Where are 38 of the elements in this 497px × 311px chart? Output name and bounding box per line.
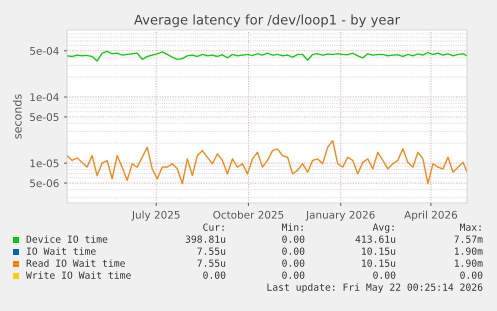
x-tick-label: April 2026 bbox=[404, 210, 458, 221]
y-tick-label: 1e-04 bbox=[30, 93, 59, 102]
y-tick-label: 1e-05 bbox=[30, 159, 58, 168]
text: 0.00 bbox=[282, 271, 304, 279]
text: Max: bbox=[460, 224, 481, 231]
text: 0.00 bbox=[203, 271, 226, 279]
text: Cur: bbox=[203, 223, 224, 231]
text: 0.00 bbox=[282, 259, 304, 267]
text: 10.15u bbox=[362, 259, 396, 267]
text: 7.57m bbox=[454, 236, 483, 243]
text: 398.81u bbox=[186, 235, 226, 243]
text: Last update: Fri May 22 00:25:14 2026 bbox=[267, 283, 482, 293]
chart-title: Average latency for /dev/loop1 - by year bbox=[134, 14, 400, 28]
text: 0.00 bbox=[282, 247, 304, 255]
y-tick-label: 5e-05 bbox=[30, 113, 58, 122]
text: 0.00 bbox=[282, 235, 304, 243]
line-series bbox=[67, 140, 467, 184]
y-tick-label: 5e-04 bbox=[30, 46, 59, 55]
text: 0.00 bbox=[373, 271, 396, 279]
x-tick-label: July 2025 bbox=[131, 210, 180, 221]
text: Min: bbox=[282, 223, 303, 231]
legend-label: Write IO Wait time bbox=[26, 271, 131, 279]
x-tick-label: January 2026 bbox=[305, 210, 375, 221]
line-series bbox=[67, 50, 467, 62]
x-tick-label: October 2025 bbox=[213, 210, 284, 219]
legend-label: IO Wait time bbox=[26, 247, 96, 255]
text: 1.90m bbox=[454, 259, 483, 267]
y-tick-label: 5e-06 bbox=[30, 179, 59, 188]
text: 413.61u bbox=[356, 235, 396, 243]
y-axis-title: seconds bbox=[13, 94, 22, 139]
text: 0.00 bbox=[460, 271, 482, 279]
text: 10.15u bbox=[362, 247, 396, 255]
text: 7.55u bbox=[197, 260, 226, 267]
text: 7.55u bbox=[197, 248, 226, 255]
legend-label: Read IO Wait time bbox=[26, 259, 125, 267]
text: 1.90m bbox=[454, 247, 483, 255]
text: Avg: bbox=[372, 224, 394, 233]
legend-label: Device IO time bbox=[26, 235, 108, 243]
